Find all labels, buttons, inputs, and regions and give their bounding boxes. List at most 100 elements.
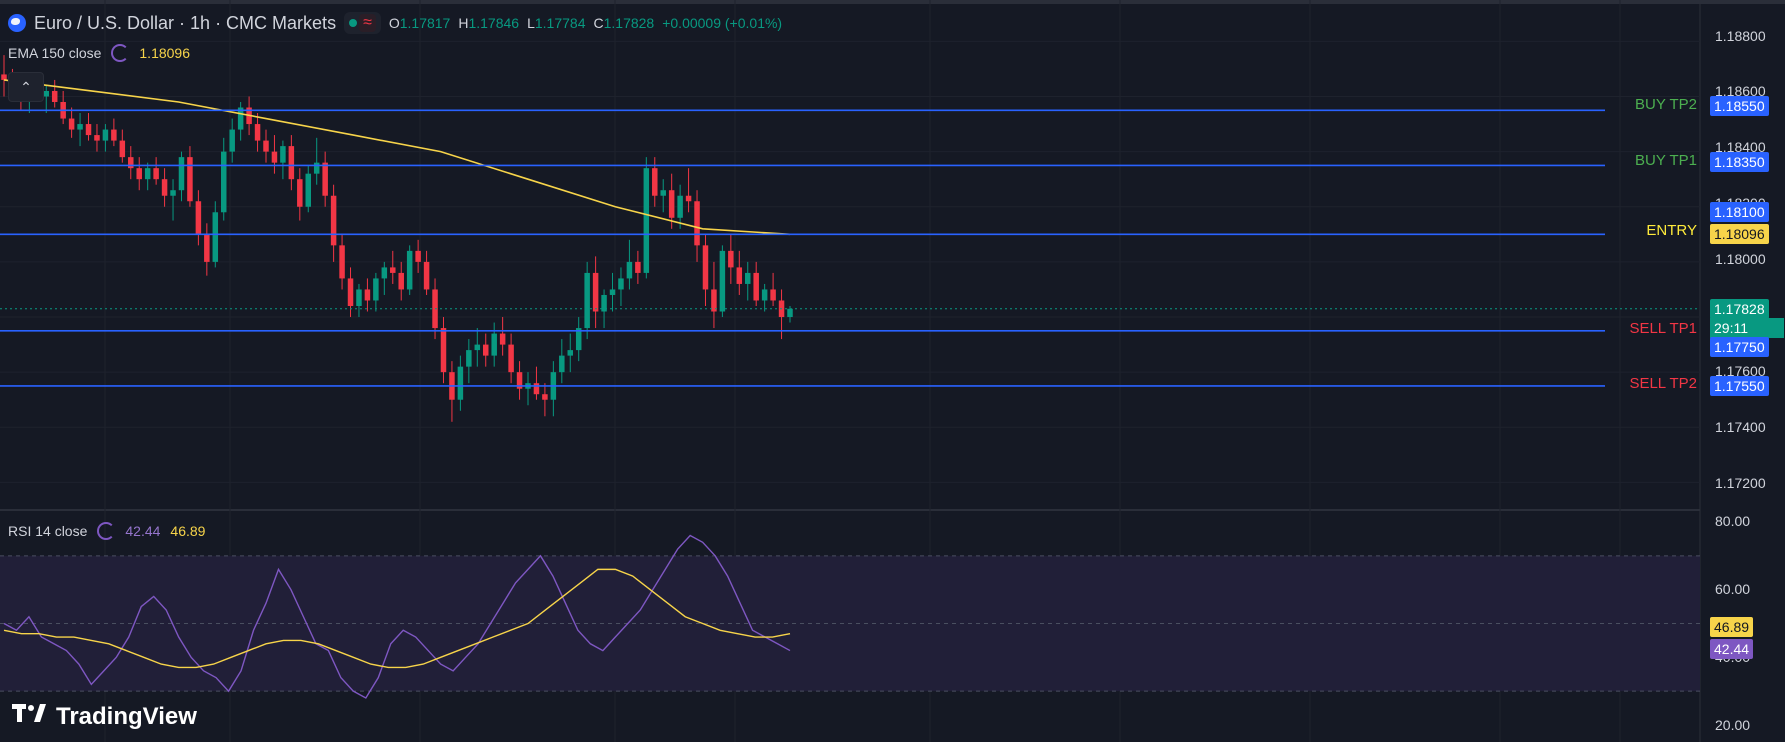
candle-body	[297, 179, 303, 207]
level-label-buy-tp1[interactable]: BUY TP1	[1635, 152, 1697, 169]
candle-body	[567, 350, 574, 356]
candle-body	[728, 250, 734, 268]
open-value: 1.17817	[399, 15, 451, 31]
rsi-axis-label: 20.00	[1715, 717, 1751, 733]
candle-body	[170, 190, 176, 196]
price-axis-label: 1.18400	[1715, 139, 1766, 155]
candle-body	[685, 195, 692, 202]
low-value: 1.17784	[534, 15, 586, 31]
ema-value: 1.18096	[139, 45, 190, 61]
ema-label[interactable]: EMA 150 close	[8, 45, 102, 61]
candle-body	[770, 289, 776, 301]
candle-body	[356, 289, 362, 306]
candle-body	[744, 272, 751, 284]
candle-body	[68, 118, 75, 130]
rsi-axis-label: 60.00	[1715, 581, 1751, 597]
symbol-flag-icon	[8, 14, 26, 32]
candle-body	[85, 124, 92, 136]
symbol-title[interactable]: Euro / U.S. Dollar · 1h · CMC Markets	[34, 12, 337, 33]
cycle-icon[interactable]	[111, 44, 130, 62]
low-label: L	[527, 15, 535, 31]
candle-body	[51, 90, 58, 102]
candle-body	[220, 151, 227, 213]
candle-body	[237, 107, 244, 130]
level-label-sell-tp1[interactable]: SELL TP1	[1629, 320, 1697, 337]
candle-body	[482, 344, 489, 356]
collapse-legend-button[interactable]: ⌃	[8, 72, 44, 102]
candle-body	[643, 168, 650, 273]
brand-text: TradingView	[56, 702, 197, 730]
candle-body	[660, 190, 666, 196]
candle-body	[491, 333, 497, 356]
rsi-ma-line	[3, 568, 791, 669]
candle-body	[373, 278, 379, 301]
close-value: 1.17828	[603, 15, 655, 31]
rsi-tag: 42.44	[1710, 639, 1754, 659]
candle-body	[229, 129, 235, 152]
level-label-entry[interactable]: ENTRY	[1646, 222, 1697, 239]
cycle-icon[interactable]	[97, 522, 116, 540]
high-value: 1.17846	[468, 15, 520, 31]
tradingview-brand[interactable]: TradingView	[12, 702, 197, 731]
candle-body	[128, 157, 134, 169]
candle-body	[423, 261, 430, 290]
candle-body	[618, 278, 624, 290]
candle-body	[119, 140, 126, 158]
open-label: O	[388, 15, 400, 31]
candle-body	[94, 135, 100, 141]
candle-body	[364, 289, 371, 301]
candle-body	[406, 250, 413, 290]
rsi-axis-label: 80.00	[1715, 513, 1751, 529]
tradingview-logo-icon	[12, 702, 48, 731]
rsi-ma-value: 46.89	[170, 523, 206, 539]
candle-body	[178, 157, 185, 191]
candle-body	[381, 267, 388, 279]
candle-body	[102, 129, 109, 141]
candle-body	[626, 261, 633, 279]
candle-body	[1, 74, 7, 80]
candle-body	[415, 250, 421, 262]
ema-price-tag: 1.18096	[1710, 224, 1769, 244]
candle-body	[668, 190, 675, 218]
level-tag-sell-tp1: 1.17750	[1710, 337, 1769, 357]
candle-body	[390, 267, 396, 273]
ema-legend[interactable]: EMA 150 close 1.18096	[8, 44, 190, 62]
price-axis-label: 1.17200	[1715, 475, 1766, 491]
candle-body	[677, 195, 683, 218]
change-value: +0.00009 (+0.01%)	[662, 15, 783, 31]
candle-body	[499, 333, 506, 345]
candle-body	[195, 201, 202, 235]
candle-body	[398, 272, 404, 290]
level-tag-entry: 1.18100	[1710, 202, 1769, 222]
price-axis-label: 1.18000	[1715, 251, 1766, 267]
level-tag-sell-tp2: 1.17550	[1710, 376, 1769, 396]
top-border	[0, 0, 1785, 4]
level-label-sell-tp2[interactable]: SELL TP2	[1629, 375, 1697, 392]
candle-body	[592, 272, 599, 312]
candle-body	[322, 162, 328, 196]
level-tag-buy-tp1: 1.18350	[1710, 152, 1769, 172]
candle-body	[753, 272, 759, 301]
bar-countdown: 29:11	[1710, 318, 1784, 338]
candle-body	[187, 157, 193, 202]
candle-body	[466, 350, 472, 367]
rsi-label[interactable]: RSI 14 close	[8, 523, 88, 539]
candle-body	[719, 250, 726, 312]
candle-body	[254, 124, 261, 141]
candle-body	[161, 179, 168, 196]
wave-icon: ≈	[359, 14, 376, 32]
candle-body	[575, 328, 582, 351]
candle-body	[111, 129, 117, 141]
candle-body	[457, 366, 464, 400]
last-price-tag: 1.17828	[1710, 299, 1769, 319]
candle-body	[601, 294, 607, 312]
level-label-buy-tp2[interactable]: BUY TP2	[1635, 96, 1697, 113]
rsi-legend[interactable]: RSI 14 close 42.44 46.89	[8, 522, 205, 540]
level-tag-buy-tp2: 1.18550	[1710, 96, 1769, 116]
candle-body	[711, 289, 717, 312]
market-open-icon	[349, 19, 358, 27]
price-axis-label: 1.18800	[1715, 28, 1766, 44]
market-status-pill[interactable]: ≈	[344, 12, 381, 34]
